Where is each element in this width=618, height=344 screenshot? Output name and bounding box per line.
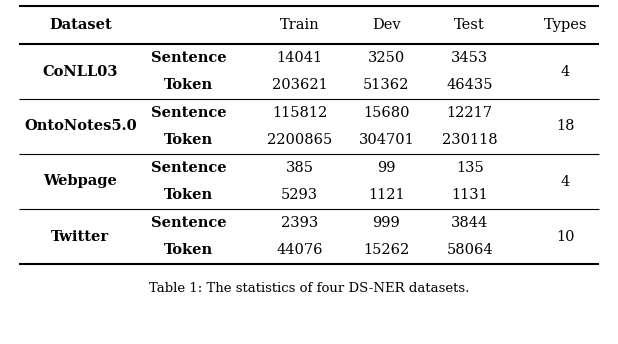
Text: 14041: 14041	[277, 51, 323, 65]
Text: Table 1: The statistics of four DS-NER datasets.: Table 1: The statistics of four DS-NER d…	[149, 281, 469, 294]
Text: 15262: 15262	[363, 243, 409, 257]
Text: 385: 385	[286, 161, 314, 175]
Text: 10: 10	[556, 229, 575, 244]
Text: Types: Types	[544, 18, 587, 32]
Text: 18: 18	[556, 119, 575, 133]
Text: 4: 4	[561, 174, 570, 189]
Text: 203621: 203621	[272, 78, 328, 92]
Text: 3250: 3250	[368, 51, 405, 65]
Text: OntoNotes5.0: OntoNotes5.0	[24, 119, 137, 133]
Text: Train: Train	[280, 18, 320, 32]
Text: 2393: 2393	[281, 216, 318, 230]
Text: CoNLL03: CoNLL03	[43, 65, 118, 78]
Text: 99: 99	[377, 161, 396, 175]
Text: 44076: 44076	[276, 243, 323, 257]
Text: Token: Token	[164, 78, 213, 92]
Text: 46435: 46435	[446, 78, 493, 92]
Text: Sentence: Sentence	[151, 51, 226, 65]
Text: Dataset: Dataset	[49, 18, 112, 32]
Text: 12217: 12217	[447, 106, 493, 120]
Text: 2200865: 2200865	[267, 133, 332, 147]
Text: 3844: 3844	[451, 216, 488, 230]
Text: Webpage: Webpage	[43, 174, 117, 189]
Text: Token: Token	[164, 133, 213, 147]
Text: 230118: 230118	[442, 133, 497, 147]
Text: Token: Token	[164, 188, 213, 202]
Text: 1131: 1131	[451, 188, 488, 202]
Text: 115812: 115812	[272, 106, 328, 120]
Text: 5293: 5293	[281, 188, 318, 202]
Text: 58064: 58064	[446, 243, 493, 257]
Text: 999: 999	[373, 216, 400, 230]
Text: 304701: 304701	[358, 133, 414, 147]
Text: Sentence: Sentence	[151, 106, 226, 120]
Text: Dev: Dev	[372, 18, 400, 32]
Text: 135: 135	[456, 161, 483, 175]
Text: 15680: 15680	[363, 106, 410, 120]
Text: 4: 4	[561, 65, 570, 78]
Text: Test: Test	[454, 18, 485, 32]
Text: Sentence: Sentence	[151, 161, 226, 175]
Text: Token: Token	[164, 243, 213, 257]
Text: 1121: 1121	[368, 188, 405, 202]
Text: 51362: 51362	[363, 78, 410, 92]
Text: Twitter: Twitter	[51, 229, 109, 244]
Text: Sentence: Sentence	[151, 216, 226, 230]
Text: 3453: 3453	[451, 51, 488, 65]
